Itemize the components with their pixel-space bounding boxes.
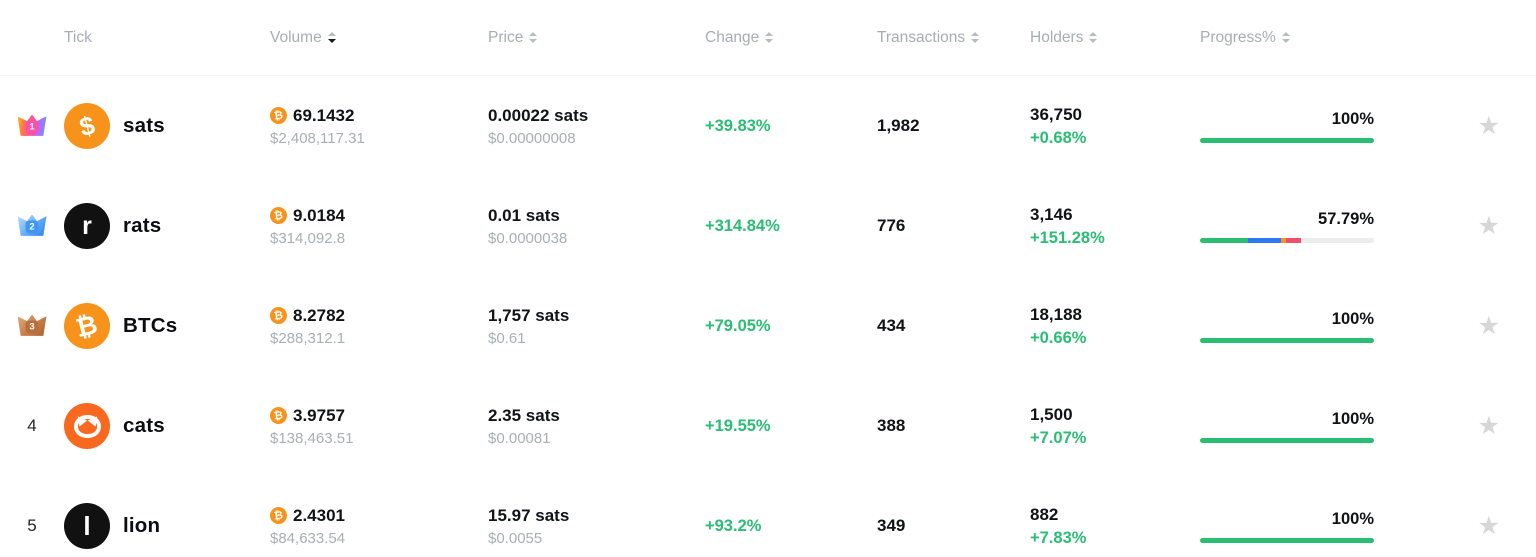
column-header-change[interactable]: Change <box>705 29 877 47</box>
token-name: sats <box>123 114 165 137</box>
rank-3-medal-icon: 3 <box>17 314 48 339</box>
cat-face-icon <box>73 414 101 438</box>
column-header-price[interactable]: Price <box>488 29 705 47</box>
bitcoin-icon: ₿ <box>268 205 289 226</box>
holders-count: 36,750 <box>1030 104 1082 124</box>
volume-usd: $2,408,117.31 <box>270 129 365 147</box>
price-sats: 0.00022 sats <box>488 105 589 125</box>
change-percent: +39.83% <box>705 116 771 135</box>
transactions-count: 776 <box>877 216 906 235</box>
holders-change: +7.83% <box>1030 528 1087 547</box>
progress-percent: 100% <box>1331 309 1374 328</box>
price-sats: 2.35 sats <box>488 405 560 425</box>
holders-count: 3,146 <box>1030 204 1073 224</box>
column-header-volume[interactable]: Volume <box>270 29 488 47</box>
volume-usd: $138,463.51 <box>270 429 354 447</box>
sort-icon[interactable] <box>1089 32 1098 43</box>
progress-bar <box>1200 237 1374 243</box>
table-header: Tick Volume Price Change Transactions Ho… <box>0 0 1536 76</box>
progress-percent: 100% <box>1331 509 1374 528</box>
price-sats: 1,757 sats <box>488 305 570 325</box>
column-header-tick: Tick <box>64 28 92 46</box>
table-row[interactable]: 2 r rats ₿ 9.0184 $314,092.8 0.01 sats $0… <box>0 176 1536 276</box>
bitcoin-icon: ₿ <box>268 405 289 426</box>
token-name: BTCs <box>123 314 178 337</box>
volume-btc: 9.0184 <box>293 205 345 225</box>
rats-token-icon: r <box>64 203 110 249</box>
rank-2-medal-icon: 2 <box>17 214 48 239</box>
progress-bar <box>1200 437 1374 443</box>
change-percent: +314.84% <box>705 216 780 235</box>
favorite-star-icon[interactable]: ★ <box>1477 211 1500 240</box>
table-row[interactable]: 4 cats ₿ 3.9757 $138,463.51 2.35 sats $0.… <box>0 376 1536 476</box>
transactions-count: 434 <box>877 316 906 335</box>
rank-1-medal-icon: 1 <box>17 114 48 139</box>
cats-token-icon <box>64 403 110 449</box>
volume-btc: 2.4301 <box>293 505 345 525</box>
price-usd: $0.61 <box>488 329 526 347</box>
sort-icon[interactable] <box>1281 32 1290 43</box>
progress-percent: 100% <box>1331 109 1374 128</box>
transactions-count: 388 <box>877 416 906 435</box>
holders-count: 882 <box>1030 504 1059 524</box>
holders-count: 18,188 <box>1030 304 1082 324</box>
sort-icon[interactable] <box>327 32 336 43</box>
progress-percent: 57.79% <box>1318 209 1374 228</box>
price-sats: 15.97 sats <box>488 505 570 525</box>
volume-btc: 3.9757 <box>293 405 345 425</box>
token-name: cats <box>123 414 165 437</box>
holders-change: +151.28% <box>1030 228 1105 247</box>
holders-count: 1,500 <box>1030 404 1073 424</box>
price-usd: $0.0000038 <box>488 229 568 247</box>
column-header-progress[interactable]: Progress% <box>1200 29 1290 47</box>
table-row[interactable]: 5 l lion ₿ 2.4301 $84,633.54 15.97 sats $… <box>0 476 1536 557</box>
rank-number: 5 <box>27 516 37 535</box>
sort-icon[interactable] <box>971 32 980 43</box>
favorite-star-icon[interactable]: ★ <box>1477 511 1500 540</box>
favorite-star-icon[interactable]: ★ <box>1477 311 1500 340</box>
bitcoin-icon: ₿ <box>268 505 289 526</box>
token-name: rats <box>123 214 162 237</box>
volume-btc: 8.2782 <box>293 305 345 325</box>
holders-change: +0.68% <box>1030 128 1087 147</box>
holders-change: +7.07% <box>1030 428 1087 447</box>
progress-bar <box>1200 537 1374 543</box>
price-usd: $0.0055 <box>488 529 543 547</box>
column-header-transactions[interactable]: Transactions <box>877 29 1030 47</box>
volume-usd: $314,092.8 <box>270 229 346 247</box>
rank-number: 4 <box>27 416 37 435</box>
transactions-count: 349 <box>877 516 906 535</box>
volume-usd: $288,312.1 <box>270 329 346 347</box>
progress-bar <box>1200 337 1374 343</box>
favorite-star-icon[interactable]: ★ <box>1477 111 1500 140</box>
sort-icon[interactable] <box>529 32 538 43</box>
change-percent: +19.55% <box>705 416 771 435</box>
table-row[interactable]: 3 ₿ BTCs ₿ 8.2782 $288,312.1 1,757 sats $… <box>0 276 1536 376</box>
price-sats: 0.01 sats <box>488 205 560 225</box>
volume-usd: $84,633.54 <box>270 529 346 547</box>
change-percent: +93.2% <box>705 516 762 535</box>
lion-token-icon: l <box>64 503 110 549</box>
column-header-holders[interactable]: Holders <box>1030 29 1200 47</box>
sort-icon[interactable] <box>765 32 774 43</box>
progress-percent: 100% <box>1331 409 1374 428</box>
bitcoin-icon: ₿ <box>268 105 289 126</box>
price-usd: $0.00081 <box>488 429 551 447</box>
token-name: lion <box>123 514 161 537</box>
holders-change: +0.66% <box>1030 328 1087 347</box>
btcs-token-icon: ₿ <box>64 303 110 349</box>
change-percent: +79.05% <box>705 316 771 335</box>
transactions-count: 1,982 <box>877 116 920 135</box>
price-usd: $0.00000008 <box>488 129 576 147</box>
favorite-star-icon[interactable]: ★ <box>1477 411 1500 440</box>
volume-btc: 69.1432 <box>293 105 355 125</box>
table-row[interactable]: 1 $ sats ₿ 69.1432 $2,408,117.31 0.00022 … <box>0 76 1536 176</box>
progress-bar <box>1200 137 1374 143</box>
bitcoin-icon: ₿ <box>268 305 289 326</box>
sats-token-icon: $ <box>64 103 110 149</box>
